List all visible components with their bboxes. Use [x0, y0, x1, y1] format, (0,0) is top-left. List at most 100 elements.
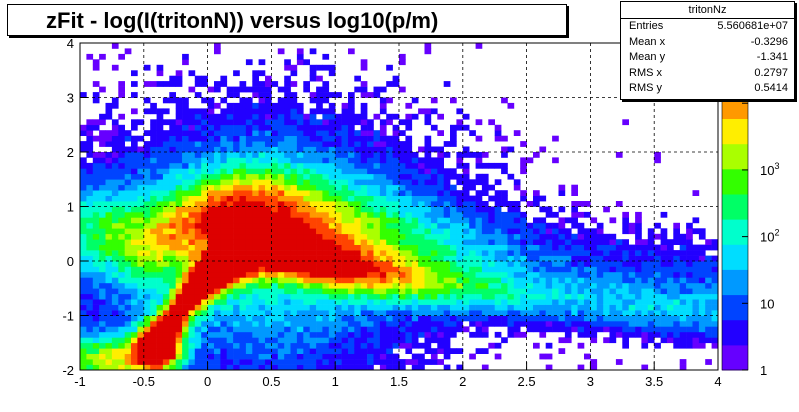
heat-cell [418, 108, 425, 115]
heat-cell [379, 304, 387, 311]
heat-cell [214, 179, 221, 186]
heat-cell [214, 326, 221, 333]
heat-cell [118, 353, 125, 360]
heat-cell [596, 293, 604, 300]
heat-cell [137, 364, 145, 371]
heat-cell [705, 239, 712, 245]
heat-cell [379, 310, 387, 316]
heat-cell [545, 233, 553, 240]
heat-cell [494, 250, 502, 256]
heat-cell [290, 130, 298, 136]
heat-cell [373, 326, 381, 333]
stats-name: tritonNz [621, 2, 794, 19]
heat-cell [405, 266, 413, 273]
heat-cell [411, 184, 419, 191]
heat-cell [686, 228, 693, 235]
heat-cell [118, 250, 125, 256]
heat-cell [80, 266, 87, 273]
heat-cell [692, 244, 700, 251]
heat-cell [679, 320, 687, 327]
heat-cell [252, 250, 259, 256]
heat-cell [379, 348, 387, 354]
heat-cell [379, 211, 387, 218]
heat-cell [131, 288, 138, 295]
heat-cell [105, 353, 113, 360]
heat-cell [405, 211, 413, 218]
heat-cell [322, 299, 330, 305]
heat-cell [437, 277, 444, 284]
heat-cell [450, 271, 457, 278]
heat-cell [296, 320, 304, 327]
heat-cell [214, 288, 221, 295]
heat-cell [92, 206, 100, 213]
heat-cell [488, 282, 495, 289]
heat-cell [284, 342, 291, 349]
heat-cell [399, 233, 406, 240]
heat-cell [584, 250, 591, 256]
heat-cell [309, 271, 317, 278]
heat-cell [188, 288, 196, 295]
heat-cell [316, 364, 323, 371]
heat-cell [520, 277, 527, 284]
heat-cell [399, 184, 406, 191]
heat-cell [150, 119, 157, 126]
heat-cell [481, 282, 489, 289]
heat-cell [692, 277, 700, 284]
heat-cell [258, 168, 266, 175]
heat-cell [277, 293, 285, 300]
heat-cell [667, 250, 674, 256]
heat-cell [399, 331, 406, 338]
heat-cell [92, 152, 100, 158]
heat-cell [462, 152, 470, 158]
heat-cell [462, 288, 470, 295]
heat-cell [175, 337, 183, 344]
heat-cell [111, 201, 119, 207]
heat-cell [156, 288, 164, 295]
heat-cell [290, 310, 298, 316]
heat-cell [501, 190, 508, 196]
heat-cell [156, 184, 164, 191]
heat-cell [577, 250, 585, 256]
heat-cell [405, 304, 413, 311]
heat-cell [328, 162, 336, 169]
heat-cell [392, 244, 400, 251]
heat-cell [558, 261, 566, 267]
heat-cell [399, 130, 406, 136]
heat-cell [507, 326, 515, 333]
heat-cell [271, 293, 279, 300]
heat-cell [290, 108, 298, 115]
heat-cell [386, 364, 393, 371]
heat-cell [143, 250, 151, 256]
heat-cell [418, 271, 425, 278]
heat-cell [118, 168, 125, 175]
y-tick-label: 0 [67, 254, 74, 269]
heat-cell [111, 348, 119, 354]
heat-cell [86, 141, 94, 147]
heat-cell [386, 282, 393, 289]
heat-cell [335, 217, 342, 224]
heat-cell [526, 304, 534, 311]
heat-cell [258, 359, 266, 365]
stats-label: Entries [629, 20, 664, 32]
heat-cell [169, 304, 176, 311]
heat-cell [635, 271, 642, 278]
heat-cell [456, 201, 464, 207]
heat-cell [571, 244, 578, 251]
heat-cell [284, 179, 291, 186]
heat-cell [367, 353, 374, 360]
heat-cell [239, 261, 247, 267]
heat-cell [207, 97, 215, 104]
heat-cell [214, 141, 221, 147]
heat-cell [233, 92, 240, 98]
heat-cell [239, 195, 247, 202]
heat-cell [220, 75, 228, 82]
heat-cell [641, 271, 649, 278]
heat-cell [341, 173, 349, 180]
heat-cell [111, 124, 119, 131]
heat-cell [182, 299, 189, 305]
heat-cell [265, 141, 272, 147]
heat-cell [348, 299, 355, 305]
heat-cell [475, 152, 483, 158]
heat-cell [99, 326, 106, 333]
heat-cell [462, 124, 470, 131]
